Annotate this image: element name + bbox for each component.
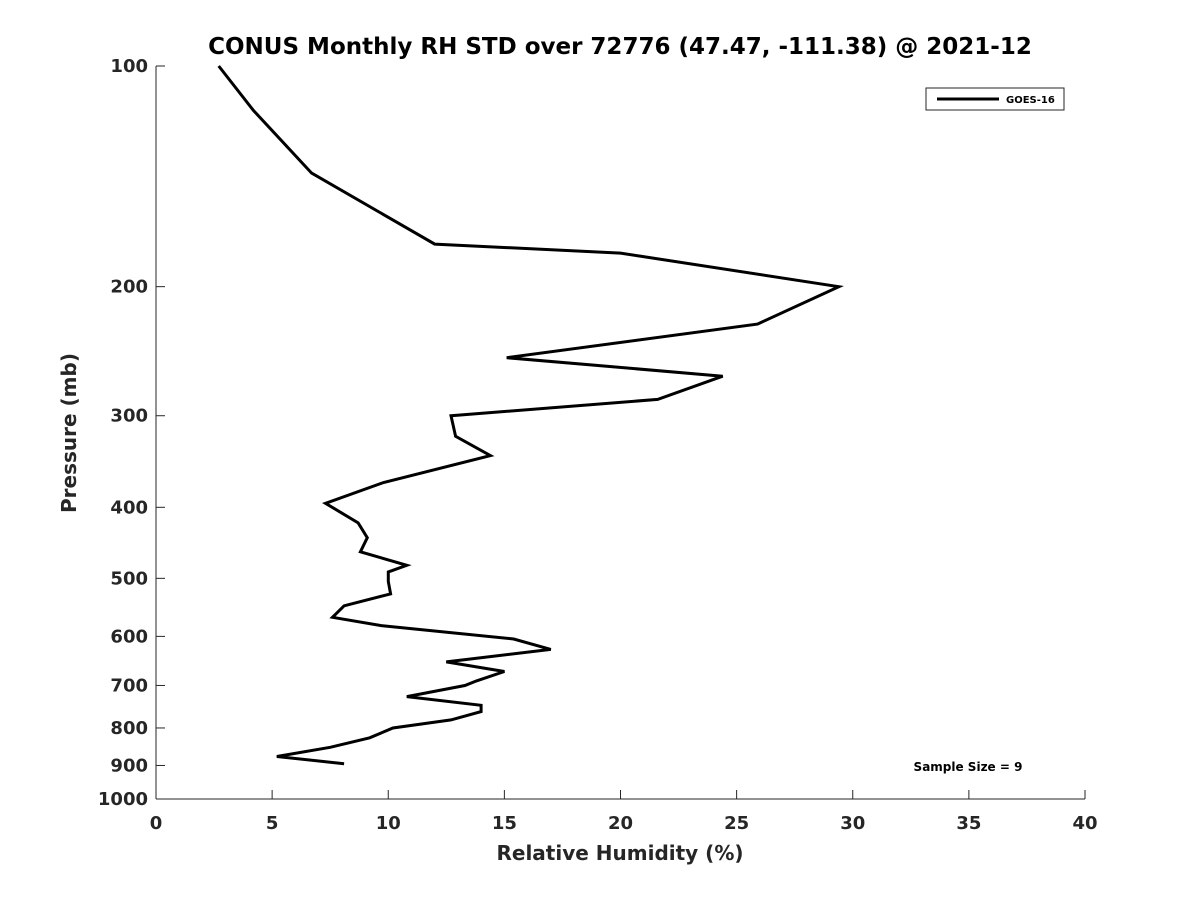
y-axis-label: Pressure (mb) — [57, 353, 81, 513]
y-tick-label: 900 — [110, 755, 148, 776]
x-tick-label: 20 — [608, 813, 633, 834]
series-line-goes-16 — [217, 65, 844, 766]
x-tick-label: 0 — [150, 813, 163, 834]
y-tick-label: 200 — [110, 277, 148, 298]
y-tick-label: 300 — [110, 406, 148, 427]
y-tick-label: 400 — [110, 497, 148, 518]
y-tick-label: 100 — [110, 56, 148, 77]
x-tick-label: 25 — [724, 813, 749, 834]
sample-size-annotation: Sample Size = 9 — [914, 760, 1023, 774]
plot-area: 0 5 10 15 20 25 30 35 40 100 200 300 400 500 600 700 800… — [98, 56, 1098, 834]
x-tick-label: 40 — [1072, 813, 1097, 834]
legend-label: GOES-16 — [1006, 95, 1055, 106]
y-tick-label: 800 — [110, 718, 148, 739]
y-tick-label: 500 — [110, 568, 148, 589]
x-tick-label: 30 — [840, 813, 865, 834]
y-tick-label: 1000 — [98, 789, 148, 810]
x-tick-label: 5 — [266, 813, 279, 834]
x-axis-label: Relative Humidity (%) — [496, 841, 743, 865]
legend: GOES-16 — [925, 87, 1065, 111]
chart-title: CONUS Monthly RH STD over 72776 (47.47, … — [208, 34, 1032, 60]
x-tick-label: 35 — [956, 813, 981, 834]
y-tick-label: 700 — [110, 675, 148, 696]
y-tick-label: 600 — [110, 626, 148, 647]
x-tick-label: 10 — [376, 813, 401, 834]
x-tick-label: 15 — [492, 813, 517, 834]
